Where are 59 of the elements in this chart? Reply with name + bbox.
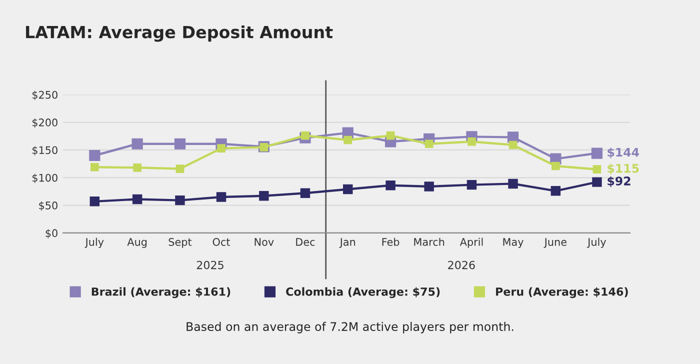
point	[424, 182, 434, 192]
point	[90, 196, 100, 206]
point	[300, 188, 310, 198]
x-tick-label: Jan	[339, 238, 356, 248]
x-tick-label: Aug	[127, 238, 147, 248]
point	[468, 138, 476, 146]
point	[508, 140, 518, 150]
legend-label: Peru (Average: $146)	[496, 287, 628, 298]
point	[216, 192, 226, 202]
point	[466, 180, 477, 190]
point	[259, 191, 269, 201]
point	[592, 165, 602, 174]
x-tick-label: June	[544, 238, 566, 248]
x-tick-label: July	[587, 238, 606, 248]
text: 2026	[448, 260, 475, 270]
point	[132, 138, 143, 150]
y-tick-label: $250	[32, 90, 58, 100]
point	[133, 164, 142, 172]
legend-label: Colombia (Average: $75)	[286, 287, 440, 298]
x-tick-label: July	[84, 238, 104, 248]
text: 2025	[196, 260, 224, 270]
point	[591, 148, 603, 159]
point	[89, 150, 100, 162]
point	[550, 186, 561, 196]
point	[174, 138, 186, 150]
x-tick-label: Dec	[296, 238, 315, 246]
point	[217, 144, 226, 152]
y-tick-label: $0	[46, 229, 58, 238]
data-label: $115	[608, 164, 639, 174]
point	[386, 131, 395, 140]
point	[343, 184, 353, 194]
point	[592, 177, 602, 187]
data-label: $92	[608, 176, 630, 188]
legend-label: Brazil (Average: $161)	[92, 287, 230, 298]
point	[176, 164, 184, 173]
chart-title: LATAM: Average Deposit Amount	[26, 25, 333, 42]
point	[552, 162, 560, 170]
x-tick-label: April	[460, 238, 483, 248]
point	[508, 178, 518, 189]
point	[132, 194, 142, 204]
point	[301, 131, 310, 140]
data-label: $144	[608, 148, 640, 158]
point	[175, 195, 185, 206]
text: Based on an average of 7.2M active players per month.	[186, 322, 514, 334]
x-tick-label: May	[503, 238, 524, 248]
y-tick-label: $100	[32, 174, 58, 184]
x-tick-label: Sept	[168, 238, 192, 248]
x-tick-label: March	[414, 238, 444, 246]
x-tick-label: Nov	[254, 238, 274, 246]
point	[386, 180, 396, 190]
x-tick-label: Oct	[212, 238, 230, 246]
point	[90, 162, 99, 172]
y-tick-label: $200	[32, 118, 58, 128]
point	[507, 132, 519, 143]
x-tick-label: Feb	[382, 238, 400, 246]
point	[424, 140, 434, 148]
y-tick-label: $50	[39, 201, 58, 211]
point	[344, 136, 352, 144]
y-tick-label: $150	[32, 146, 58, 156]
